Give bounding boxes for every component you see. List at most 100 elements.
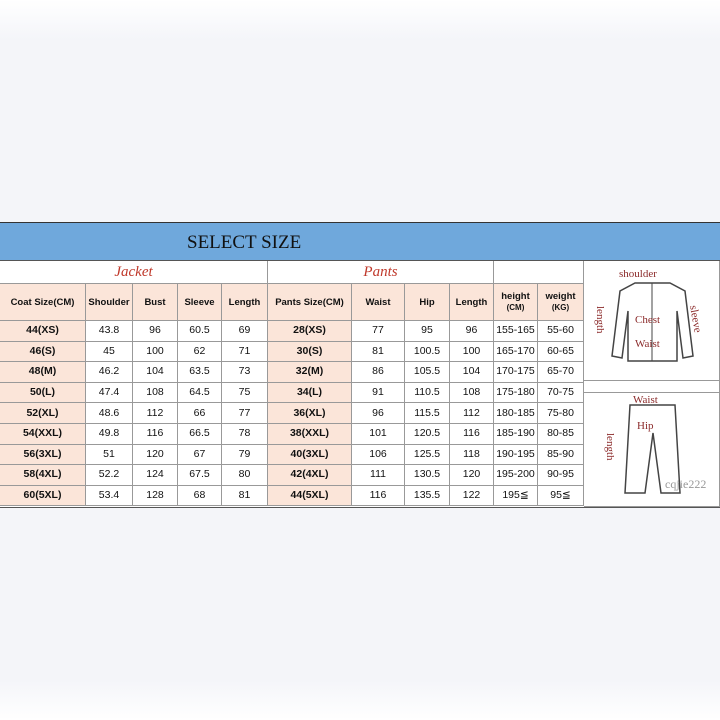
- size-cell: 38(XXL): [268, 424, 352, 445]
- value-cell: 120: [450, 465, 494, 486]
- value-cell: 86: [352, 362, 405, 383]
- label: Hip: [637, 420, 654, 432]
- value-cell: 116: [133, 424, 178, 445]
- value-cell: 108: [133, 382, 178, 404]
- value-cell: 116: [450, 424, 494, 445]
- label: length: [604, 433, 616, 461]
- value-cell: 106: [352, 444, 405, 466]
- value-cell: 101: [352, 424, 405, 445]
- value-cell: 110.5: [405, 382, 450, 404]
- unit: (CM): [506, 303, 525, 312]
- diagram-cell: [584, 381, 720, 393]
- value-cell: 165-170: [494, 341, 538, 363]
- column-header: Length: [222, 284, 268, 321]
- value-cell: 79: [222, 444, 268, 466]
- value-cell: 53.4: [86, 485, 133, 507]
- column-header: Shoulder: [86, 284, 133, 321]
- value-cell: 48.6: [86, 403, 133, 424]
- size-cell: 28(XS): [268, 321, 352, 342]
- value-cell: 80-85: [538, 424, 584, 445]
- header-name: weight: [545, 291, 576, 302]
- value-cell: 135.5: [405, 485, 450, 507]
- value-cell: 62: [178, 341, 222, 363]
- value-cell: 96: [133, 321, 178, 342]
- value-cell: 190-195: [494, 444, 538, 466]
- value-cell: 78: [222, 424, 268, 445]
- size-cell: 60(5XL): [0, 485, 86, 507]
- value-cell: 155-165: [494, 321, 538, 342]
- size-cell: 44(XS): [0, 321, 86, 342]
- value-cell: 77: [352, 321, 405, 342]
- value-cell: 95≦: [538, 485, 584, 507]
- value-cell: 63.5: [178, 362, 222, 383]
- value-cell: 43.8: [86, 321, 133, 342]
- value-cell: 60.5: [178, 321, 222, 342]
- value-cell: 55-60: [538, 321, 584, 342]
- value-cell: 64.5: [178, 382, 222, 404]
- value-cell: 122: [450, 485, 494, 507]
- value-cell: 85-90: [538, 444, 584, 466]
- value-cell: 105.5: [405, 362, 450, 383]
- value-cell: 120: [133, 444, 178, 466]
- size-cell: 58(4XL): [0, 465, 86, 486]
- size-cell: 54(XXL): [0, 424, 86, 445]
- diagram-cell: [584, 393, 720, 507]
- value-cell: 45: [86, 341, 133, 363]
- label: sleeve: [687, 304, 704, 333]
- size-cell: 40(3XL): [268, 444, 352, 466]
- value-cell: 51: [86, 444, 133, 466]
- value-cell: 120.5: [405, 424, 450, 445]
- label: shoulder: [619, 268, 657, 280]
- pants-shape: [624, 404, 681, 494]
- value-cell: 81: [222, 485, 268, 507]
- value-cell: 67: [178, 444, 222, 466]
- value-cell: 112: [450, 403, 494, 424]
- value-cell: 115.5: [405, 403, 450, 424]
- size-cell: 46(S): [0, 341, 86, 363]
- value-cell: 125.5: [405, 444, 450, 466]
- value-cell: 69: [222, 321, 268, 342]
- value-cell: 66.5: [178, 424, 222, 445]
- value-cell: 100: [133, 341, 178, 363]
- value-cell: 65-70: [538, 362, 584, 383]
- column-header: Coat Size(CM): [0, 284, 86, 321]
- column-header: Hip: [405, 284, 450, 321]
- section-label: Jacket: [0, 261, 268, 284]
- value-cell: 46.2: [86, 362, 133, 383]
- value-cell: 195≦: [494, 485, 538, 507]
- value-cell: 96: [450, 321, 494, 342]
- column-header: Waist: [352, 284, 405, 321]
- value-cell: 118: [450, 444, 494, 466]
- unit: (KG): [551, 303, 570, 312]
- value-cell: 90-95: [538, 465, 584, 486]
- value-cell: 75-80: [538, 403, 584, 424]
- section-label: Pants: [268, 261, 494, 284]
- value-cell: 112: [133, 403, 178, 424]
- value-cell: 116: [352, 485, 405, 507]
- value-cell: 100.5: [405, 341, 450, 363]
- value-cell: 170-175: [494, 362, 538, 383]
- value-cell: 77: [222, 403, 268, 424]
- column-header: weight (KG): [538, 284, 584, 321]
- label: Waist: [633, 394, 658, 406]
- title-bar: SELECT SIZE: [0, 223, 720, 261]
- value-cell: 104: [450, 362, 494, 383]
- value-cell: 75: [222, 382, 268, 404]
- size-cell: 44(5XL): [268, 485, 352, 507]
- value-cell: 81: [352, 341, 405, 363]
- column-header: height (CM): [494, 284, 538, 321]
- value-cell: 71: [222, 341, 268, 363]
- label: Waist: [635, 338, 660, 350]
- label: Chest: [635, 314, 660, 326]
- header-name: height: [501, 291, 530, 302]
- column-header: Length: [450, 284, 494, 321]
- value-cell: 70-75: [538, 382, 584, 404]
- value-cell: 111: [352, 465, 405, 486]
- value-cell: 96: [352, 403, 405, 424]
- value-cell: 49.8: [86, 424, 133, 445]
- value-cell: 66: [178, 403, 222, 424]
- size-cell: 56(3XL): [0, 444, 86, 466]
- size-table: SELECT SIZE shoulder sleeve length Chest…: [0, 222, 720, 508]
- value-cell: 195-200: [494, 465, 538, 486]
